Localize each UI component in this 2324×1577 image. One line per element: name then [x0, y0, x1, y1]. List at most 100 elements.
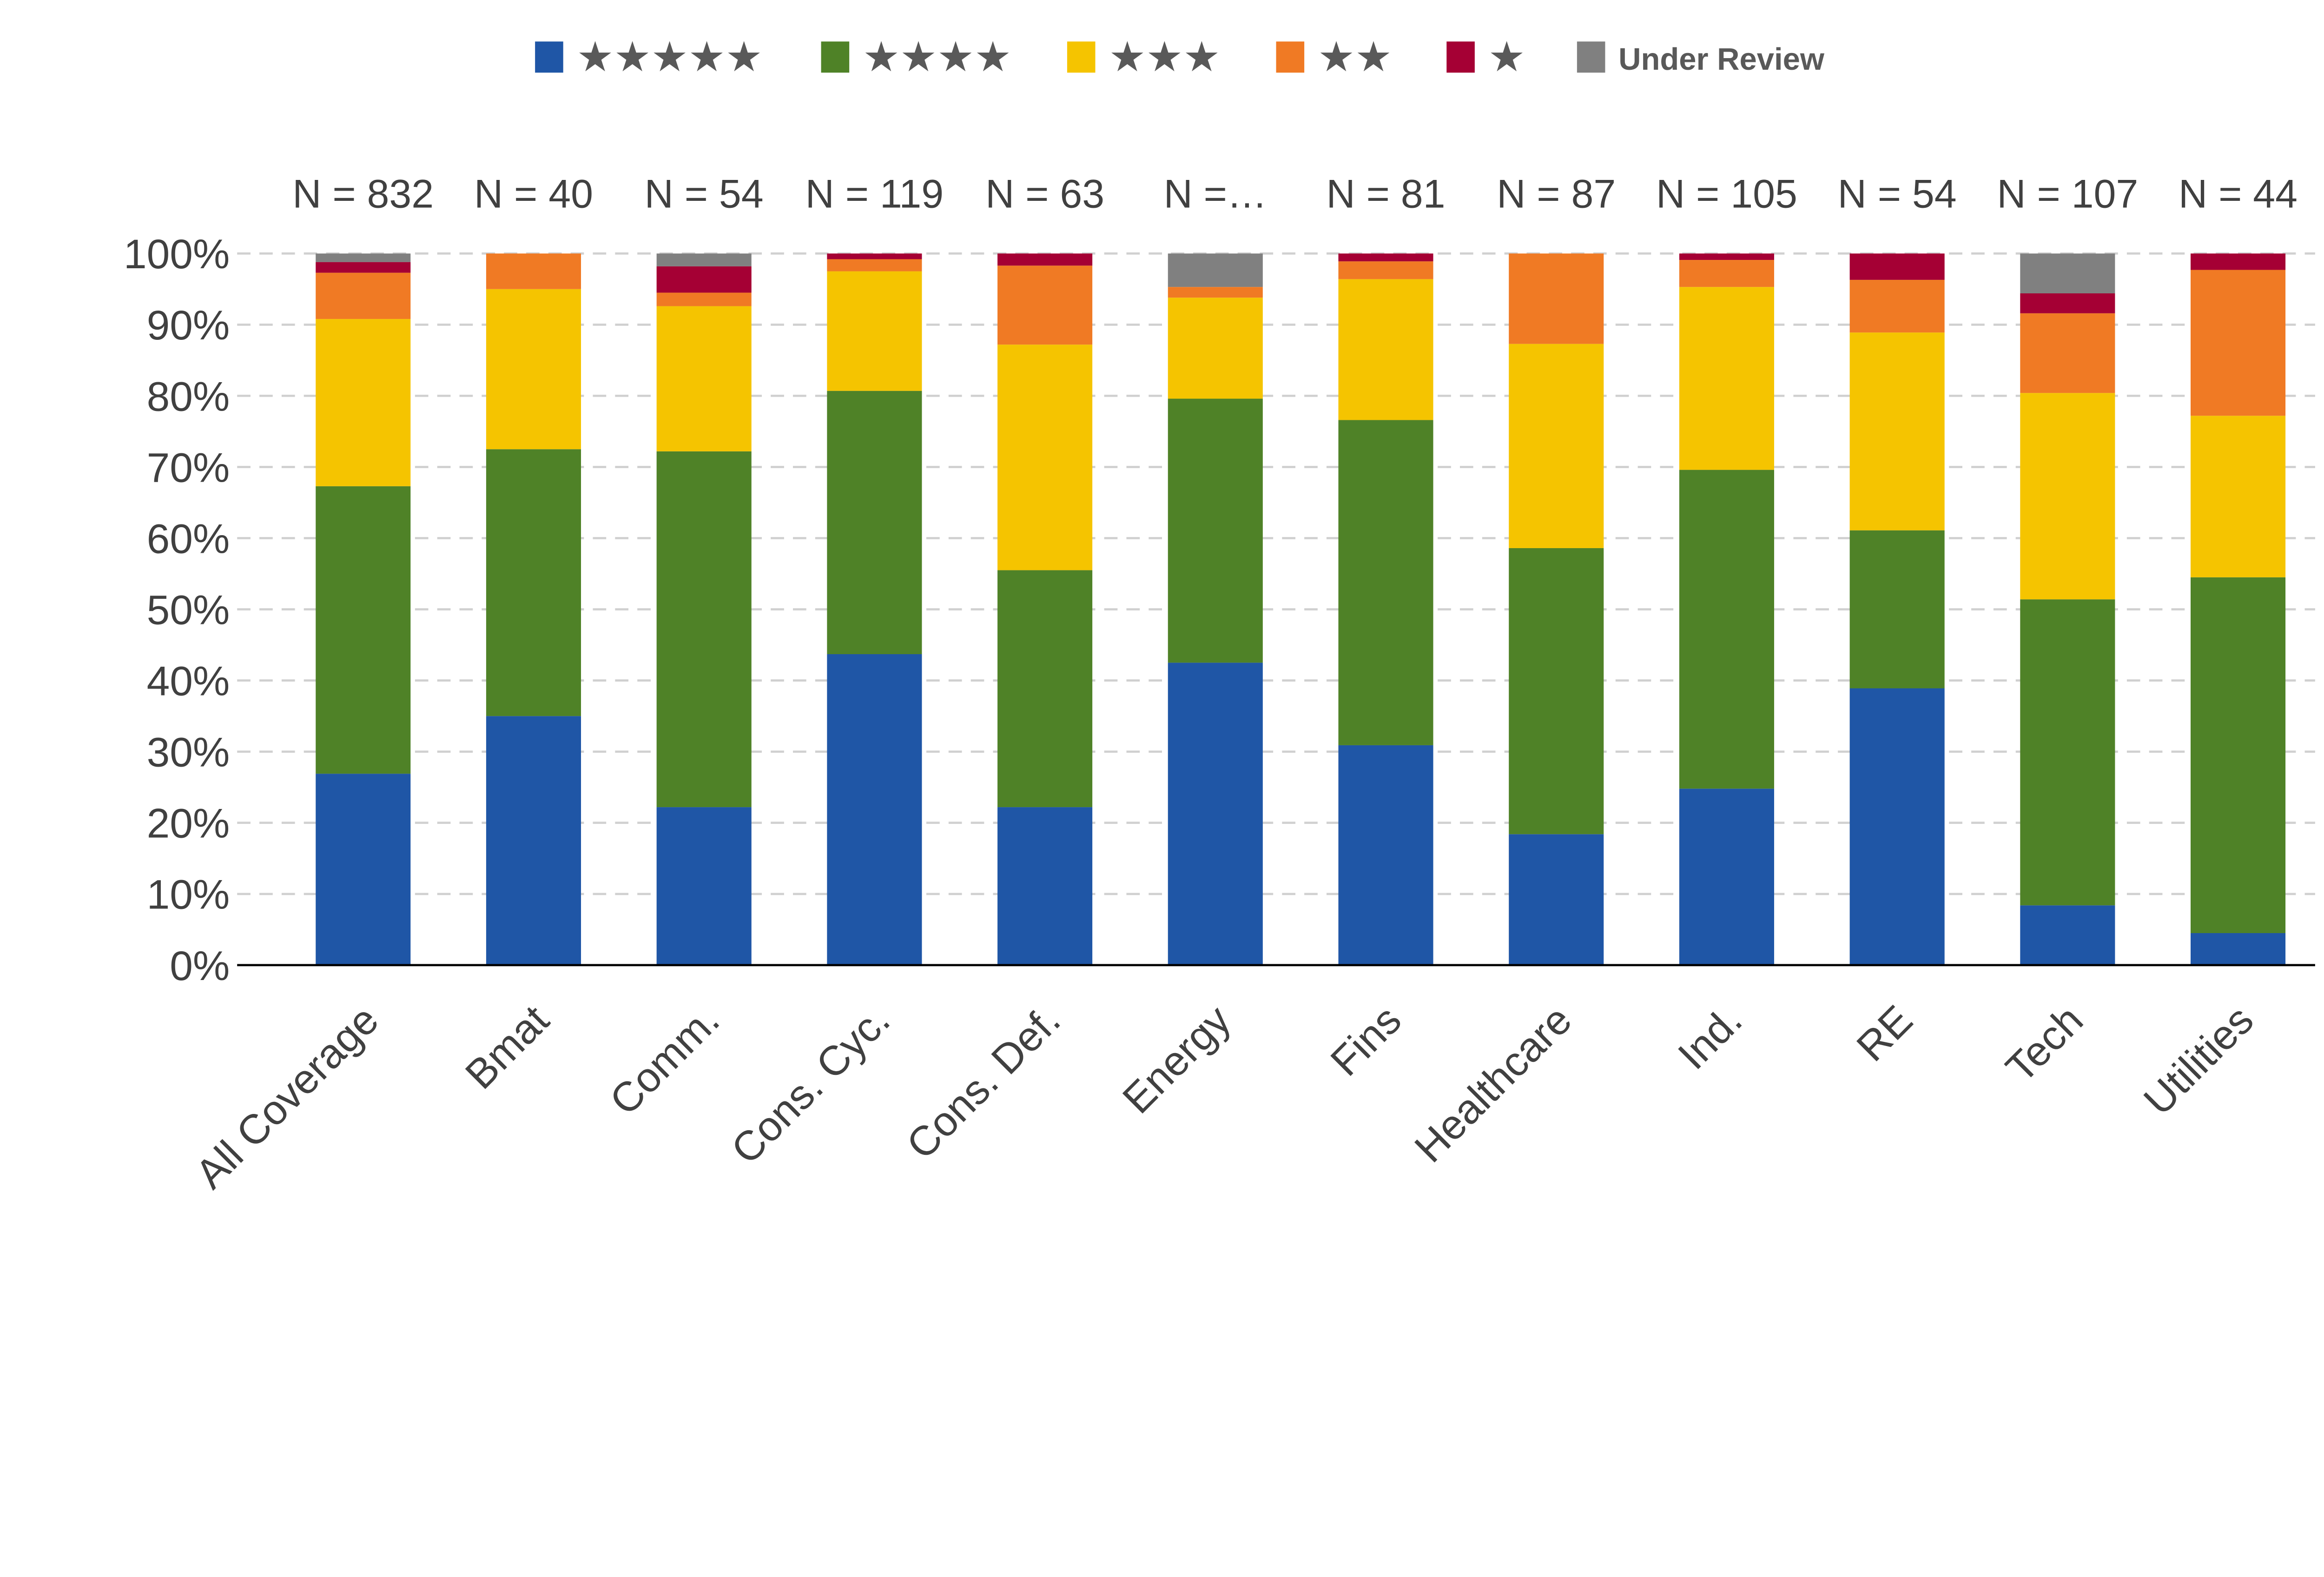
bar-stack — [1679, 253, 1774, 965]
legend-stars-label: ★★★★ — [863, 33, 1011, 80]
bar-stack — [1849, 253, 1945, 965]
legend-stars-label: ★★★ — [1109, 33, 1220, 80]
bar-segment — [1849, 530, 1945, 689]
x-tick-label: All Coverage — [186, 996, 387, 1197]
x-tick-label: Utilities — [2135, 996, 2262, 1124]
bar-segment — [2191, 933, 2286, 965]
bar-segment — [316, 262, 411, 273]
bar-segment — [1679, 253, 1774, 260]
bar-stack — [1168, 253, 1263, 965]
bar-segment — [1509, 253, 1604, 344]
bar-segment — [1338, 279, 1433, 420]
x-tick-label: Tech — [1997, 996, 2092, 1091]
bar-segment — [1338, 261, 1433, 279]
y-tick-label: 30% — [147, 729, 230, 775]
bar-segment — [1679, 470, 1774, 789]
bar-segment — [1679, 260, 1774, 287]
bar-segment — [997, 265, 1093, 345]
bar-segment — [997, 345, 1093, 570]
bar-segment — [1338, 253, 1433, 262]
bar-segment — [2020, 905, 2115, 965]
bar-stack — [1509, 253, 1604, 965]
bar-segment — [1338, 745, 1433, 965]
bar-segment — [1509, 548, 1604, 835]
bar-segment — [656, 253, 752, 266]
y-tick-label: 10% — [147, 871, 230, 918]
bar-segment — [486, 289, 581, 450]
bar-segment — [656, 266, 752, 293]
bar-segment — [2191, 416, 2286, 577]
n-label: N = 105 — [1656, 172, 1797, 216]
bar-segment — [316, 253, 411, 262]
y-tick-label: 90% — [147, 302, 230, 348]
legend-swatch — [1577, 41, 1605, 73]
y-tick-label: 0% — [170, 942, 230, 989]
bar-segment — [1168, 398, 1263, 663]
bar-segment — [486, 253, 581, 289]
bar-segment — [1679, 788, 1774, 965]
x-tick-label: Ind. — [1669, 996, 1751, 1078]
legend-item: ★★★★ — [821, 33, 1011, 80]
legend-swatch — [821, 41, 850, 73]
n-label: N = 107 — [1997, 172, 2138, 216]
bar-stack — [2191, 253, 2286, 965]
bar-segment — [1338, 420, 1433, 745]
bar-segment — [2020, 313, 2115, 393]
x-tick-label: Comm. — [601, 996, 728, 1124]
bar-stack — [1338, 253, 1433, 965]
bar-segment — [486, 449, 581, 716]
x-tick-label: Cons. Cyc. — [722, 996, 898, 1173]
legend: ★★★★★ ★★★★ ★★★ ★★ ★ Under Review — [535, 33, 1825, 80]
bar-stack — [656, 253, 752, 965]
legend-swatch — [1276, 41, 1305, 73]
bar-segment — [316, 486, 411, 774]
bar-segment — [827, 654, 922, 965]
bar-segment — [997, 807, 1093, 965]
bar-segment — [1168, 253, 1263, 287]
legend-item: ★ — [1446, 33, 1525, 80]
bar-stack — [486, 253, 581, 965]
bar-segment — [656, 306, 752, 451]
y-tick-label: 20% — [147, 800, 230, 847]
n-label: N = 81 — [1326, 172, 1445, 216]
bar-segment — [827, 253, 922, 259]
x-tick-label: Energy — [1114, 996, 1240, 1122]
n-label: N = 832 — [292, 172, 434, 216]
n-label: N = 54 — [645, 172, 764, 216]
n-label: N = 54 — [1838, 172, 1957, 216]
bar-segment — [1849, 688, 1945, 965]
bar-stack — [2020, 253, 2115, 965]
x-tick-label: Fins — [1321, 996, 1410, 1085]
y-tick-label: 70% — [147, 444, 230, 490]
bar-segment — [827, 259, 922, 272]
bar-segment — [2191, 253, 2286, 270]
bar-segment — [656, 807, 752, 965]
legend-swatch — [1446, 41, 1475, 73]
n-label: N = 63 — [985, 172, 1104, 216]
bar-segment — [316, 774, 411, 965]
x-tick-label: RE — [1848, 996, 1921, 1070]
bar-segment — [1849, 332, 1945, 530]
n-labels: N = 832 N = 40 N = 54 N = 119 N = 63 N =… N = … — [292, 172, 2298, 216]
x-tick-label: Cons. Def. — [898, 996, 1069, 1168]
stacked-bar-chart: ★★★★★ ★★★★ ★★★ ★★ ★ Under Review 0%10%20%30%4… — [124, 33, 2315, 1197]
legend-swatch — [535, 41, 563, 73]
legend-item: ★★★ — [1067, 33, 1220, 80]
n-label: N = 87 — [1497, 172, 1616, 216]
bar-segment — [316, 319, 411, 486]
bar-segment — [827, 271, 922, 391]
bar-segment — [2020, 253, 2115, 293]
bar-segment — [2191, 577, 2286, 934]
bar-segment — [1168, 298, 1263, 399]
x-tick-label: Healthcare — [1406, 996, 1580, 1171]
legend-stars-label: ★★★★★ — [576, 33, 762, 80]
bar-segment — [827, 391, 922, 655]
n-label: N =… — [1164, 172, 1267, 216]
bar-stack — [827, 253, 922, 965]
legend-item: ★★★★★ — [535, 33, 763, 80]
bar-segment — [486, 716, 581, 965]
y-tick-label: 60% — [147, 515, 230, 562]
y-tick-label: 50% — [147, 586, 230, 633]
bar-segment — [1509, 834, 1604, 965]
bar-segment — [656, 292, 752, 306]
